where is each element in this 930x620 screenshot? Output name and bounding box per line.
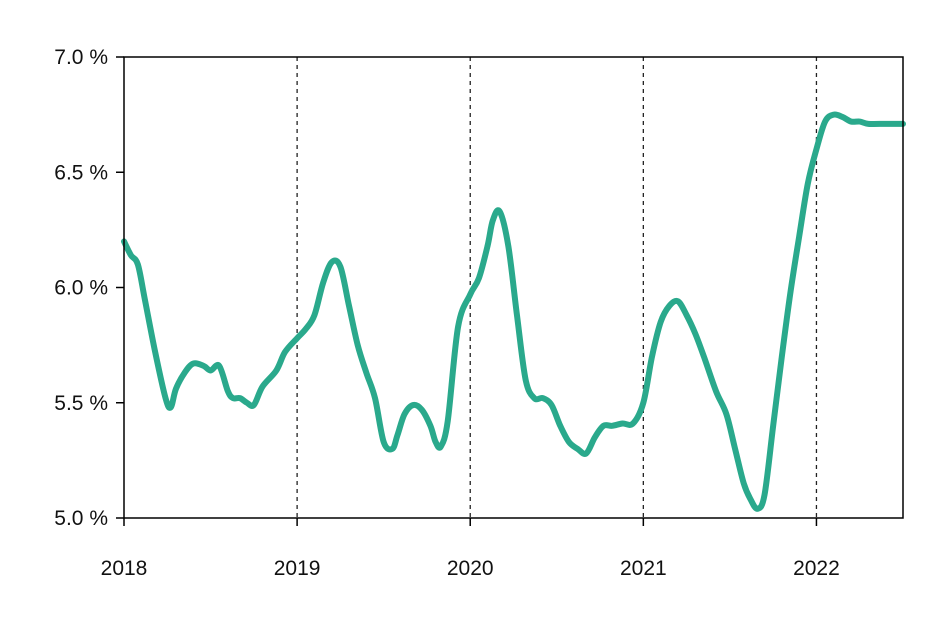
x-tick-label: 2021 [620,557,667,580]
y-axis: 5.0 % 5.5 % 6.0 % 6.5 % 7.0 % [54,46,124,530]
y-tick-label: 6.5 % [54,161,108,184]
x-axis: 2018 2019 2020 2021 2022 [101,518,840,580]
x-tick-label: 2020 [447,557,494,580]
y-tick-label: 7.0 % [54,46,108,69]
x-tick-label: 2019 [274,557,321,580]
x-tick-label: 2018 [101,557,148,580]
x-tick-label: 2022 [793,557,840,580]
y-tick-label: 6.0 % [54,277,108,300]
series-group [121,111,906,512]
y-tick-label: 5.0 % [54,507,108,530]
year-reference-lines [296,57,818,518]
y-tick-label: 5.5 % [54,392,108,415]
series-line-0 [121,111,906,512]
